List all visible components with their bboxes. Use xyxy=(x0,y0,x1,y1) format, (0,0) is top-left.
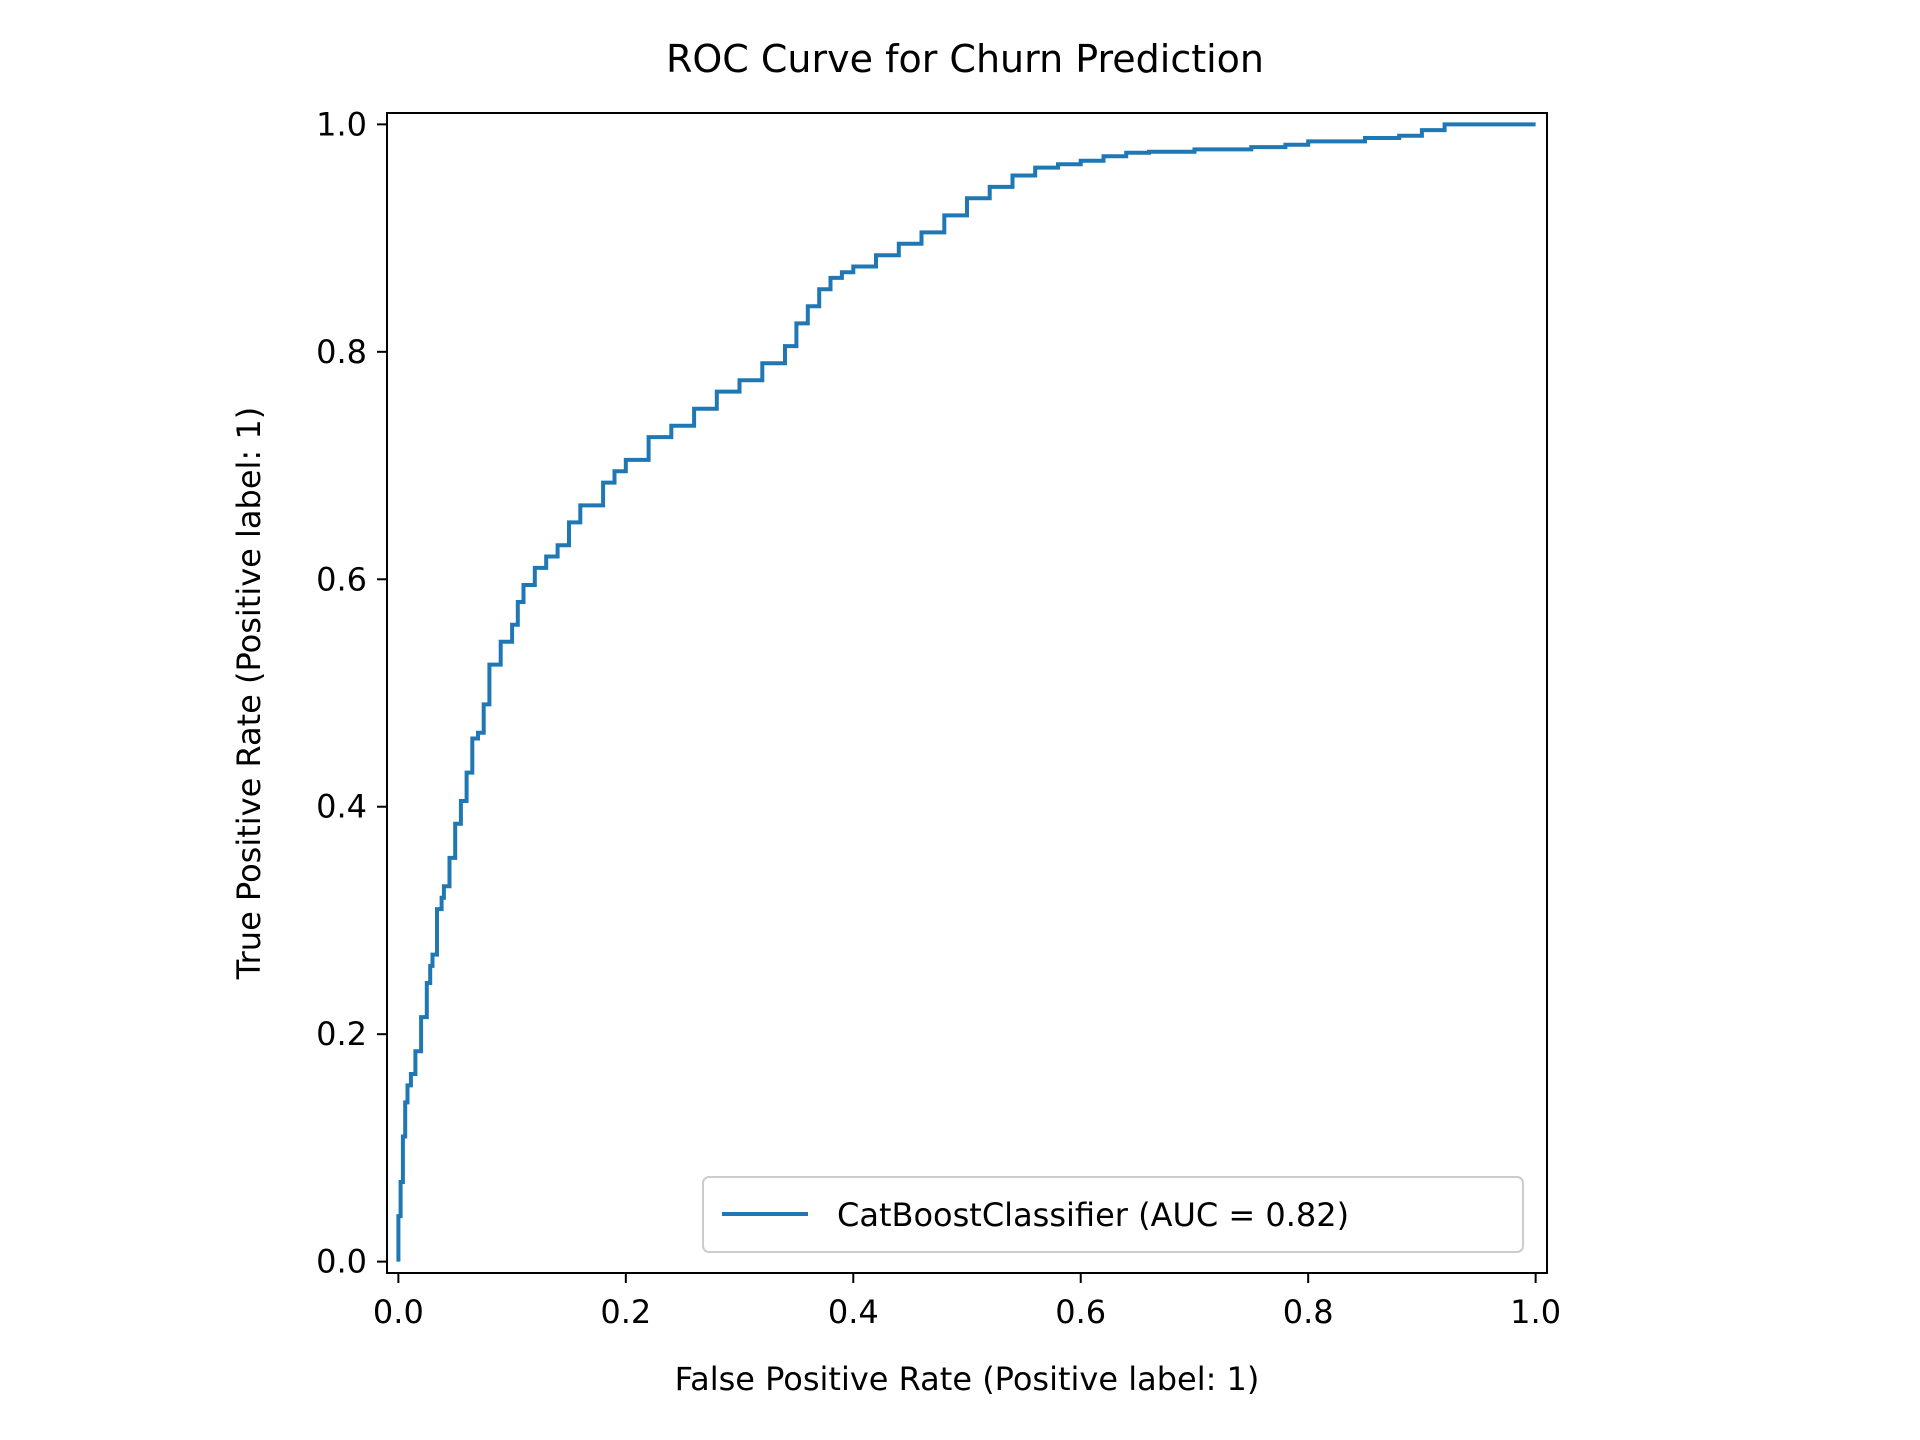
axes-frame xyxy=(386,112,1548,1274)
y-tick-label: 0.8 xyxy=(316,333,367,371)
y-axis-label: True Positive Rate (Positive label: 1) xyxy=(230,407,268,980)
x-tick-label: 0.2 xyxy=(600,1293,651,1331)
x-tick-label: 1.0 xyxy=(1510,1293,1561,1331)
x-axis-label: False Positive Rate (Positive label: 1) xyxy=(675,1360,1260,1398)
y-axis: 0.0 0.2 0.4 0.6 0.8 1.0 xyxy=(316,105,387,1281)
y-tick-label: 0.2 xyxy=(316,1015,367,1053)
legend: CatBoostClassifier (AUC = 0.82) xyxy=(702,1176,1524,1253)
y-tick-label: 0.0 xyxy=(316,1243,367,1281)
y-tick-label: 1.0 xyxy=(316,105,367,143)
x-tick-label: 0.4 xyxy=(828,1293,879,1331)
x-tick-label: 0.0 xyxy=(373,1293,424,1331)
x-tick-label: 0.8 xyxy=(1283,1293,1334,1331)
legend-series-label: CatBoostClassifier (AUC = 0.82) xyxy=(837,1196,1349,1234)
roc-curve-line xyxy=(396,122,1536,1262)
plot-area xyxy=(396,122,1536,1262)
x-axis: 0.0 0.2 0.4 0.6 0.8 1.0 xyxy=(373,1273,1561,1331)
legend-box xyxy=(702,1176,1524,1253)
chart-title: ROC Curve for Churn Prediction xyxy=(666,37,1264,81)
y-tick-label: 0.4 xyxy=(316,788,367,826)
x-tick-label: 0.6 xyxy=(1055,1293,1106,1331)
y-tick-label: 0.6 xyxy=(316,560,367,598)
